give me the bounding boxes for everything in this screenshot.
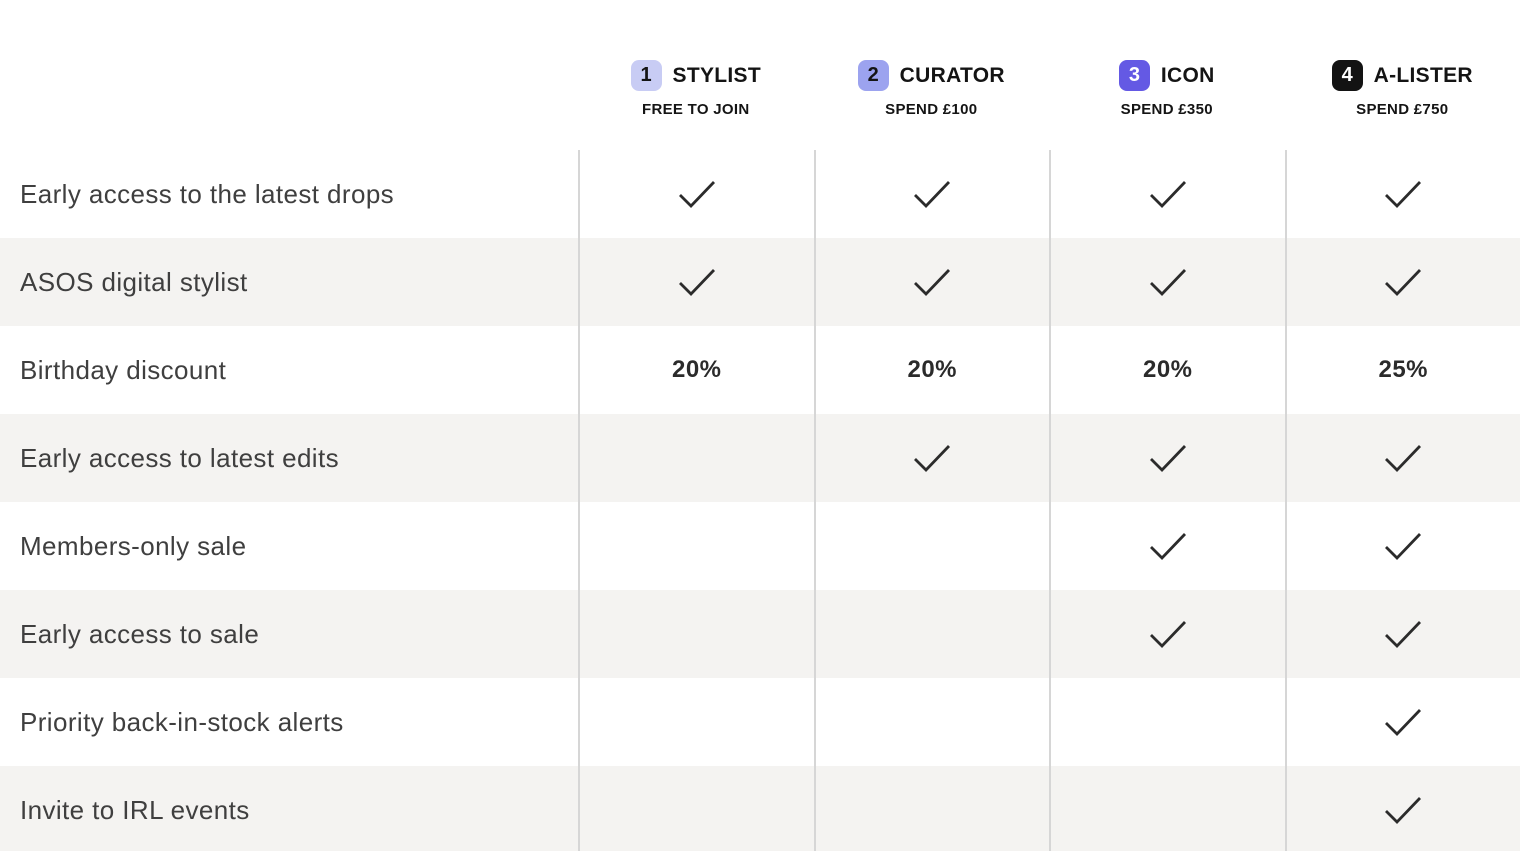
check-icon	[1385, 268, 1422, 296]
check-icon	[1149, 268, 1186, 296]
benefit-cell: 25%	[1284, 326, 1520, 414]
benefit-cell	[1049, 238, 1285, 326]
check-icon	[1149, 620, 1186, 648]
table-row: Priority back-in-stock alerts	[0, 678, 1520, 766]
table-row: Invite to IRL events	[0, 766, 1520, 851]
check-icon	[1149, 444, 1186, 472]
benefit-label: Early access to latest edits	[20, 442, 339, 473]
benefit-cell	[1284, 678, 1520, 766]
tier-requirement: FREE TO JOIN	[641, 101, 750, 118]
benefit-cell	[1049, 766, 1285, 851]
tier-name: STYLIST	[672, 63, 761, 87]
benefit-cell	[578, 502, 814, 590]
benefit-cell	[813, 590, 1050, 678]
benefit-cell	[1049, 414, 1285, 502]
benefit-cell	[1049, 502, 1285, 590]
table-row: Early access to latest edits	[0, 414, 1520, 502]
benefit-label: Birthday discount	[20, 354, 227, 385]
check-icon	[1385, 796, 1422, 824]
tier-header-icon: 3 ICON SPEND £350	[1049, 0, 1285, 150]
tier-number-badge: 1	[630, 60, 662, 91]
benefit-label: Invite to IRL events	[20, 794, 250, 825]
table-row: Early access to the latest drops	[0, 150, 1520, 238]
benefit-label: Priority back-in-stock alerts	[20, 706, 344, 737]
tier-header-stylist: 1 STYLIST FREE TO JOIN	[578, 0, 814, 150]
benefit-cell	[1284, 502, 1520, 590]
check-icon	[1149, 532, 1186, 560]
benefit-value: 20%	[671, 356, 722, 383]
benefit-rows: Early access to the latest drops ASOS dig…	[0, 150, 1520, 851]
check-icon	[1385, 180, 1422, 208]
benefit-cell	[1284, 766, 1520, 851]
check-icon	[1385, 620, 1422, 648]
benefit-label: ASOS digital stylist	[20, 266, 248, 297]
benefit-cell	[1049, 590, 1285, 678]
check-icon	[1385, 444, 1422, 472]
benefit-cell	[1049, 678, 1285, 766]
benefit-value: 20%	[1142, 356, 1193, 383]
benefit-cell	[813, 150, 1050, 238]
tier-name: A-LISTER	[1373, 63, 1473, 87]
tier-title: 4 A-LISTER	[1331, 60, 1473, 91]
tier-requirement: SPEND £100	[885, 101, 978, 118]
tier-header-curator: 2 CURATOR SPEND £100	[814, 0, 1050, 150]
tier-header-row: 1 STYLIST FREE TO JOIN 2 CURATOR SPEND £100 3 I…	[0, 0, 1520, 150]
benefit-cell	[578, 238, 814, 326]
check-icon	[914, 268, 951, 296]
benefit-cell	[1049, 150, 1285, 238]
benefit-cell: 20%	[813, 326, 1050, 414]
benefit-cell: 20%	[1049, 326, 1285, 414]
benefit-label: Early access to sale	[20, 618, 260, 649]
header-spacer	[0, 0, 578, 150]
benefit-cell	[813, 502, 1050, 590]
tier-number-badge: 4	[1331, 60, 1363, 91]
benefit-cell	[578, 766, 814, 851]
table-row: Early access to sale	[0, 590, 1520, 678]
tier-requirement: SPEND £350	[1120, 101, 1213, 118]
check-icon	[1149, 180, 1186, 208]
benefit-label: Early access to the latest drops	[20, 178, 395, 209]
table-row: Members-only sale	[0, 502, 1520, 590]
tier-header-a-lister: 4 A-LISTER SPEND £750	[1285, 0, 1520, 150]
check-icon	[1385, 708, 1422, 736]
benefit-cell	[1284, 238, 1520, 326]
benefit-value: 20%	[907, 356, 958, 383]
benefit-cell	[1284, 414, 1520, 502]
benefit-cell	[578, 678, 814, 766]
tier-name: ICON	[1160, 63, 1215, 87]
benefit-cell	[813, 238, 1050, 326]
tier-title: 2 CURATOR	[857, 60, 1005, 91]
benefit-cell	[813, 678, 1050, 766]
check-icon	[678, 180, 715, 208]
benefit-cell	[813, 766, 1050, 851]
tier-number-badge: 3	[1118, 60, 1150, 91]
check-icon	[914, 180, 951, 208]
benefit-cell	[578, 590, 814, 678]
benefit-label: Members-only sale	[20, 530, 247, 561]
benefit-cell	[1284, 150, 1520, 238]
benefit-value: 25%	[1378, 356, 1429, 383]
benefit-cell: 20%	[578, 326, 814, 414]
check-icon	[914, 444, 951, 472]
benefit-cell	[578, 414, 814, 502]
check-icon	[1385, 532, 1422, 560]
tier-title: 1 STYLIST	[630, 60, 761, 91]
tier-title: 3 ICON	[1118, 60, 1215, 91]
benefit-cell	[1284, 590, 1520, 678]
benefit-cell	[813, 414, 1050, 502]
table-row: ASOS digital stylist	[0, 238, 1520, 326]
tier-name: CURATOR	[899, 63, 1005, 87]
benefit-cell	[578, 150, 814, 238]
tier-number-badge: 2	[857, 60, 889, 91]
check-icon	[678, 268, 715, 296]
tier-requirement: SPEND £750	[1356, 101, 1449, 118]
table-row: Birthday discount 20% 20% 20% 25%	[0, 326, 1520, 414]
